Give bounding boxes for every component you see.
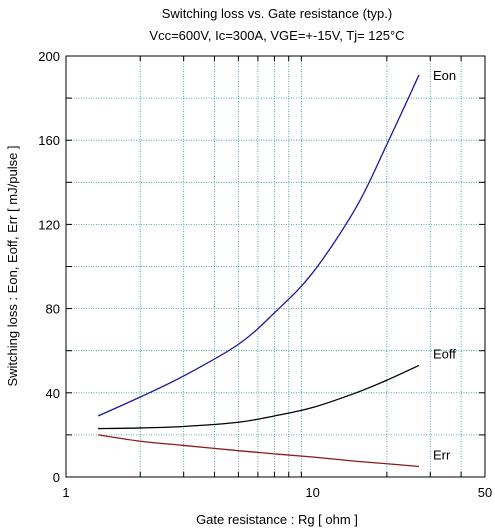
y-tick-label: 120 xyxy=(38,217,60,232)
series-line-eoff xyxy=(98,364,420,430)
x-tick-label: 10 xyxy=(305,485,319,500)
y-axis-label: Switching loss : Eon, Eoff, Err [ mJ/pul… xyxy=(5,145,20,386)
series-label-eoff: Eoff xyxy=(433,346,456,361)
grid xyxy=(66,56,485,477)
y-tick-label: 80 xyxy=(46,302,60,317)
chart-subtitle: Vcc=600V, Ic=300A, VGE=+-15V, Tj= 125°C xyxy=(149,28,404,43)
tick-labels: 0 40 80 120 160 200 1 10 50 xyxy=(38,49,492,500)
series-labels: Eon Eoff Err xyxy=(433,68,456,463)
series-group xyxy=(97,74,420,468)
series-label-err: Err xyxy=(433,447,451,462)
series-line-err xyxy=(98,434,420,468)
series-line-eon xyxy=(97,74,420,417)
series-label-eon: Eon xyxy=(433,68,456,83)
x-axis-label: Gate resistance : Rg [ ohm ] xyxy=(196,512,358,527)
y-tick-label: 40 xyxy=(46,386,60,401)
x-tick-label: 50 xyxy=(478,485,492,500)
chart-title: Switching loss vs. Gate resistance (typ.… xyxy=(162,6,392,21)
y-tick-label: 0 xyxy=(53,470,60,485)
y-tick-label: 200 xyxy=(38,49,60,64)
y-tick-label: 160 xyxy=(38,133,60,148)
tick-marks xyxy=(66,56,485,477)
x-tick-label: 1 xyxy=(62,485,69,500)
